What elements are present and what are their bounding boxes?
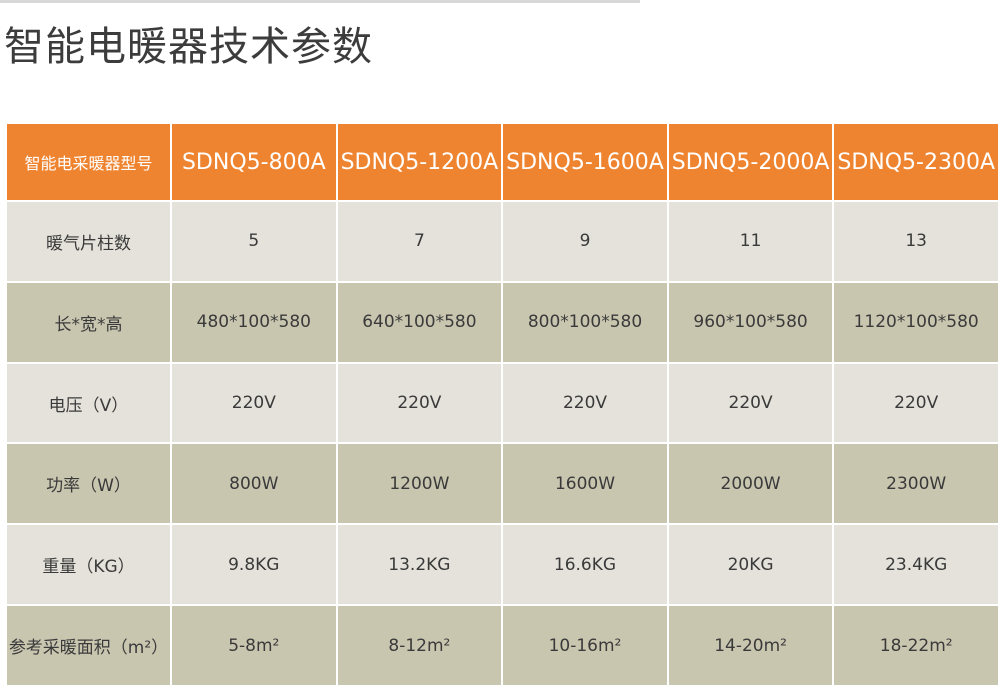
row-label: 长*宽*高 [5, 280, 172, 364]
table-row: 电压（V） 220V 220V 220V 220V 220V [5, 361, 1000, 445]
cell: 9.8KG [170, 523, 338, 607]
cell: 18-22m² [832, 604, 1000, 687]
cell: 220V [501, 361, 669, 445]
cell: 220V [335, 361, 504, 445]
cell: 480*100*580 [170, 280, 338, 364]
table-row: 重量（KG） 9.8KG 13.2KG 16.6KG 20KG 23.4KG [5, 523, 1000, 607]
cell: 640*100*580 [335, 280, 504, 364]
model-header: SDNQ5-1600A [501, 122, 669, 202]
cell: 1600W [501, 442, 669, 526]
row-label: 参考采暖面积（m²） [5, 604, 172, 687]
model-header: SDNQ5-2300A [832, 122, 1000, 202]
cell: 1200W [335, 442, 504, 526]
spec-table: 智能电采暖器型号 SDNQ5-800A SDNQ5-1200A SDNQ5-1600A… [5, 122, 1000, 687]
cell: 800*100*580 [501, 280, 669, 364]
cell: 11 [666, 200, 835, 283]
row-label: 功率（W） [5, 442, 172, 526]
cell: 7 [335, 200, 504, 283]
cell: 1120*100*580 [832, 280, 1000, 364]
title: 智能电暖器技术参数 [4, 24, 373, 70]
row-label: 暖气片柱数 [5, 200, 172, 283]
cell: 220V [832, 361, 1000, 445]
cell: 220V [170, 361, 338, 445]
model-header: SDNQ5-2000A [666, 122, 835, 202]
cell: 14-20m² [666, 604, 835, 687]
cell: 8-12m² [335, 604, 504, 687]
table-row: 功率（W） 800W 1200W 1600W 2000W 2300W [5, 442, 1000, 526]
model-header: SDNQ5-800A [170, 122, 338, 202]
row-label: 电压（V） [5, 361, 172, 445]
table-body: 暖气片柱数 5 7 9 11 13 长*宽*高 480*100*580 640*100*580 8… [5, 200, 1000, 687]
cell: 13.2KG [335, 523, 504, 607]
cell: 10-16m² [501, 604, 669, 687]
top-rule [0, 0, 640, 3]
cell: 5-8m² [170, 604, 338, 687]
cell: 2300W [832, 442, 1000, 526]
model-header: SDNQ5-1200A [335, 122, 504, 202]
cell: 20KG [666, 523, 835, 607]
header-row: 智能电采暖器型号 SDNQ5-800A SDNQ5-1200A SDNQ5-1600A… [5, 122, 1000, 202]
table-row: 暖气片柱数 5 7 9 11 13 [5, 200, 1000, 283]
cell: 23.4KG [832, 523, 1000, 607]
table-header: 智能电采暖器型号 SDNQ5-800A SDNQ5-1200A SDNQ5-1600A… [5, 122, 1000, 202]
row-label: 重量（KG） [5, 523, 172, 607]
cell: 960*100*580 [666, 280, 835, 364]
table-row: 参考采暖面积（m²） 5-8m² 8-12m² 10-16m² 14-20m² 18-22… [5, 604, 1000, 687]
table-row: 长*宽*高 480*100*580 640*100*580 800*100*580 96… [5, 280, 1000, 364]
cell: 800W [170, 442, 338, 526]
cell: 220V [666, 361, 835, 445]
cell: 16.6KG [501, 523, 669, 607]
cell: 5 [170, 200, 338, 283]
cell: 2000W [666, 442, 835, 526]
cell: 13 [832, 200, 1000, 283]
row-header-title: 智能电采暖器型号 [5, 122, 172, 202]
cell: 9 [501, 200, 669, 283]
